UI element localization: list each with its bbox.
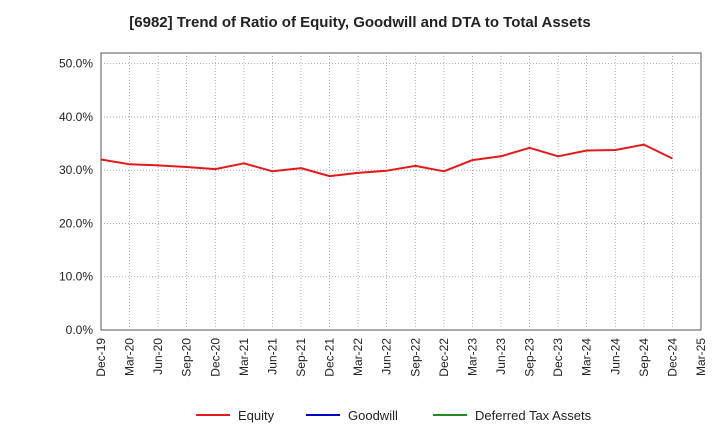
x-tick-label: Sep-23 [523,338,537,377]
legend-label: Deferred Tax Assets [475,408,592,423]
x-tick-label: Mar-23 [465,338,479,376]
x-tick-label: Jun-20 [151,338,165,375]
x-tick-label: Sep-22 [408,338,422,377]
x-tick-label: Dec-21 [323,338,337,377]
plot-area [100,52,702,331]
x-tick-label: Dec-20 [208,338,222,377]
series-lines [100,143,673,178]
legend-label: Goodwill [348,408,398,423]
y-tick-label: 30.0% [59,163,93,177]
x-tick-label: Jun-21 [265,338,279,375]
x-tick-label: Jun-22 [380,338,394,375]
x-tick-label: Jun-23 [494,338,508,375]
chart-title: [6982] Trend of Ratio of Equity, Goodwil… [129,14,591,31]
y-tick-label: 0.0% [66,323,94,337]
x-tick-label: Dec-22 [437,338,451,377]
series-line-equity [100,143,673,178]
y-gridlines [101,63,701,278]
x-tick-label: Mar-22 [351,338,365,376]
x-tick-label: Dec-24 [665,338,679,377]
x-tick-label: Mar-25 [694,338,708,376]
legend: Equity Goodwill Deferred Tax Assets [196,408,592,423]
y-tick-label: 50.0% [59,57,93,71]
x-tick-label: Dec-23 [551,338,565,377]
x-axis-ticks: Dec-19 Mar-20 Jun-20 Sep-20 Dec-20 Mar-21 Jun-… [94,338,708,377]
legend-label: Equity [238,408,275,423]
x-gridlines [129,53,673,330]
y-axis-ticks: 0.0% 10.0% 20.0% 30.0% 40.0% 50.0% [59,57,93,337]
y-tick-label: 40.0% [59,110,93,124]
x-tick-label: Jun-24 [608,338,622,375]
x-tick-label: Sep-21 [294,338,308,377]
x-tick-label: Mar-20 [123,338,137,376]
x-tick-label: Sep-20 [180,338,194,377]
x-tick-label: Dec-19 [94,338,108,377]
y-tick-label: 20.0% [59,216,93,230]
y-tick-label: 10.0% [59,270,93,284]
x-tick-label: Mar-24 [580,338,594,376]
x-tick-label: Sep-24 [637,338,651,377]
x-tick-label: Mar-21 [237,338,251,376]
